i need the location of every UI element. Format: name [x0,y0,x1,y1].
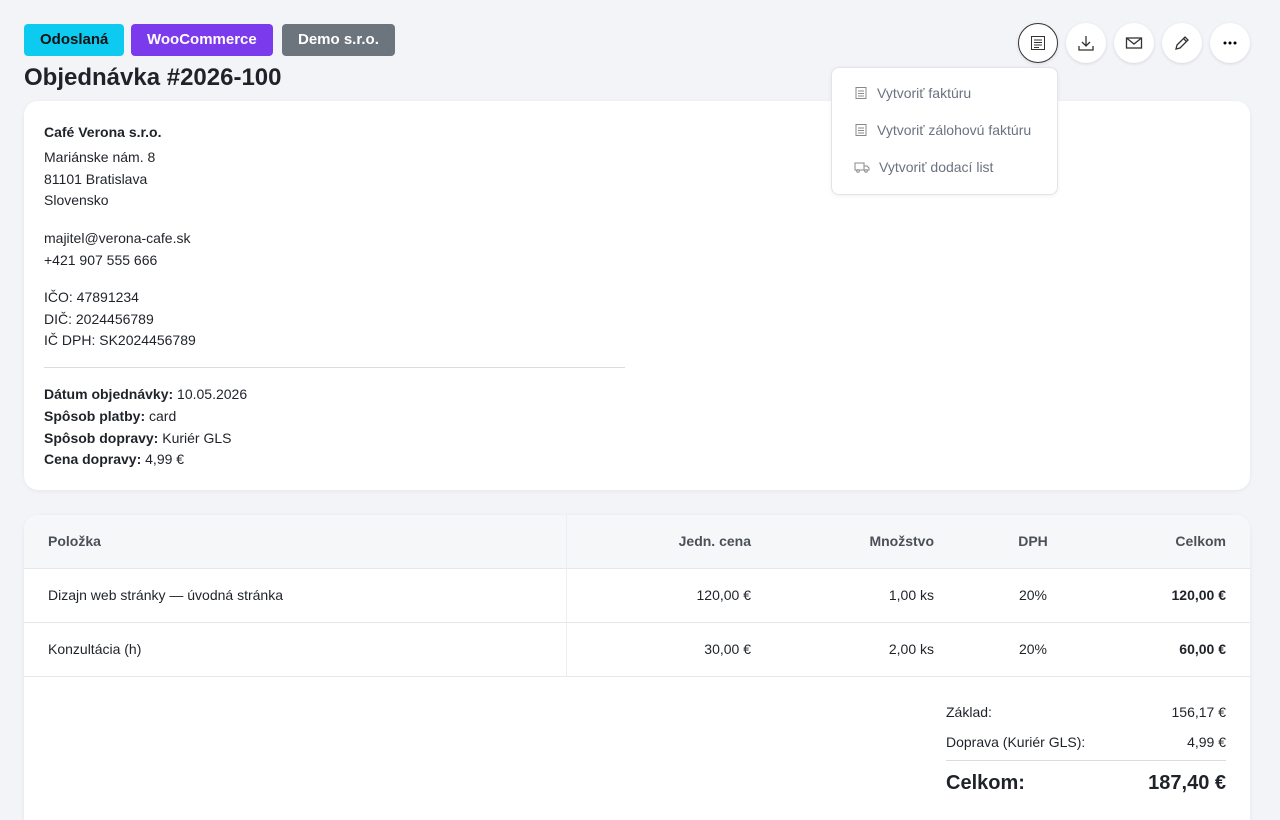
id-line: IČO: 47891234 [44,289,139,305]
icon [1125,37,1143,49]
icon [1175,36,1189,50]
cell: 120,00 € [696,587,752,603]
table-header [24,515,1250,569]
icon [854,162,870,173]
detail-row: Spôsob dopravy: Kuriér GLS [44,430,232,446]
column-header: Množstvo [869,533,934,549]
menu-item[interactable]: Vytvoriť zálohovú faktúru [854,122,1031,138]
detail-row: Cena dopravy: 4,99 € [44,451,184,467]
cell: 1,00 ks [888,587,934,603]
row-divider [24,622,1250,623]
address-line: Slovensko [44,192,109,208]
download-button[interactable] [1066,23,1106,63]
divider [44,367,625,368]
address-line: Mariánske nám. 8 [44,149,156,165]
menu-label: Vytvoriť faktúru [877,85,972,101]
menu-item[interactable]: Vytvoriť dodací list [854,159,993,175]
cell: Dizajn web stránky — úvodná stránka [48,587,283,603]
total-value: 156,17 € [1171,704,1227,720]
divider [946,760,1226,761]
menu-label: Vytvoriť dodací list [879,159,994,175]
contact-line: majitel@verona-cafe.sk [44,230,191,246]
icon [1078,36,1094,51]
detail-value: 4,99 € [145,451,185,468]
grand-total-label: Celkom: [946,772,1025,794]
source-badge[interactable]: WooCommerce [131,24,273,56]
id-line: DIČ: 2024456789 [44,311,154,327]
detail-row: Spôsob platby: card [44,408,176,424]
edit-button[interactable] [1162,23,1202,63]
detail-value: Kuriér GLS [162,429,232,446]
dropdown-menu: Vytvoriť faktúru Vytvoriť zálohovú faktú… [831,67,1058,195]
page-title: Objednávka #2026-100 [24,64,282,91]
detail-label: Dátum objednávky: [44,386,174,402]
detail-label: Spôsob dopravy: [44,429,159,446]
address-line: 81101 Bratislava [44,171,148,187]
divider [24,676,1250,677]
cell: 60,00 € [1179,641,1226,657]
column-header: DPH [1018,533,1048,549]
contact-line: +421 907 555 666 [44,252,158,268]
icon [1031,36,1045,50]
status-badge[interactable]: Odoslaná [24,24,125,56]
invoice-button[interactable] [1018,23,1058,63]
cell: 20% [1018,641,1048,657]
id-line: IČ DPH: SK2024456789 [44,332,196,348]
cell: 120,00 € [1171,587,1227,603]
icon [855,124,867,136]
menu-item[interactable]: Vytvoriť faktúru [854,85,971,101]
total-label: Základ: [946,704,992,720]
detail-label: Spôsob platby: [44,407,146,424]
cell: 2,00 ks [888,641,934,657]
icon [1223,41,1237,45]
cell: 30,00 € [704,641,751,657]
email-button[interactable] [1114,23,1154,63]
items-card: Položka Jedn. cena Množstvo DPH Celkom Dizajn… [24,515,1250,820]
column-header: Celkom [1175,533,1226,549]
column-header: Jedn. cena [678,533,751,549]
column-divider [566,515,567,676]
detail-value: card [149,407,177,424]
menu-label: Vytvoriť zálohovú faktúru [877,122,1032,138]
detail-value: 10.05.2026 [177,386,248,402]
more-button[interactable] [1210,23,1250,63]
detail-label: Cena dopravy: [44,451,142,468]
grand-total-value: 187,40 € [1148,772,1226,794]
cell: 20% [1018,587,1048,603]
icon [855,87,867,99]
company-badge[interactable]: Demo s.r.o. [282,24,395,56]
total-label: Doprava (Kuriér GLS): [946,734,1086,750]
detail-row: Dátum objednávky: 10.05.2026 [44,386,247,402]
customer-name: Café Verona s.r.o. [44,124,162,140]
cell: Konzultácia (h) [48,641,142,657]
total-value: 4,99 € [1187,734,1226,750]
column-header: Položka [48,533,101,549]
customer-card: Café Verona s.r.o. Mariánske nám. 8 8110… [24,101,1250,490]
